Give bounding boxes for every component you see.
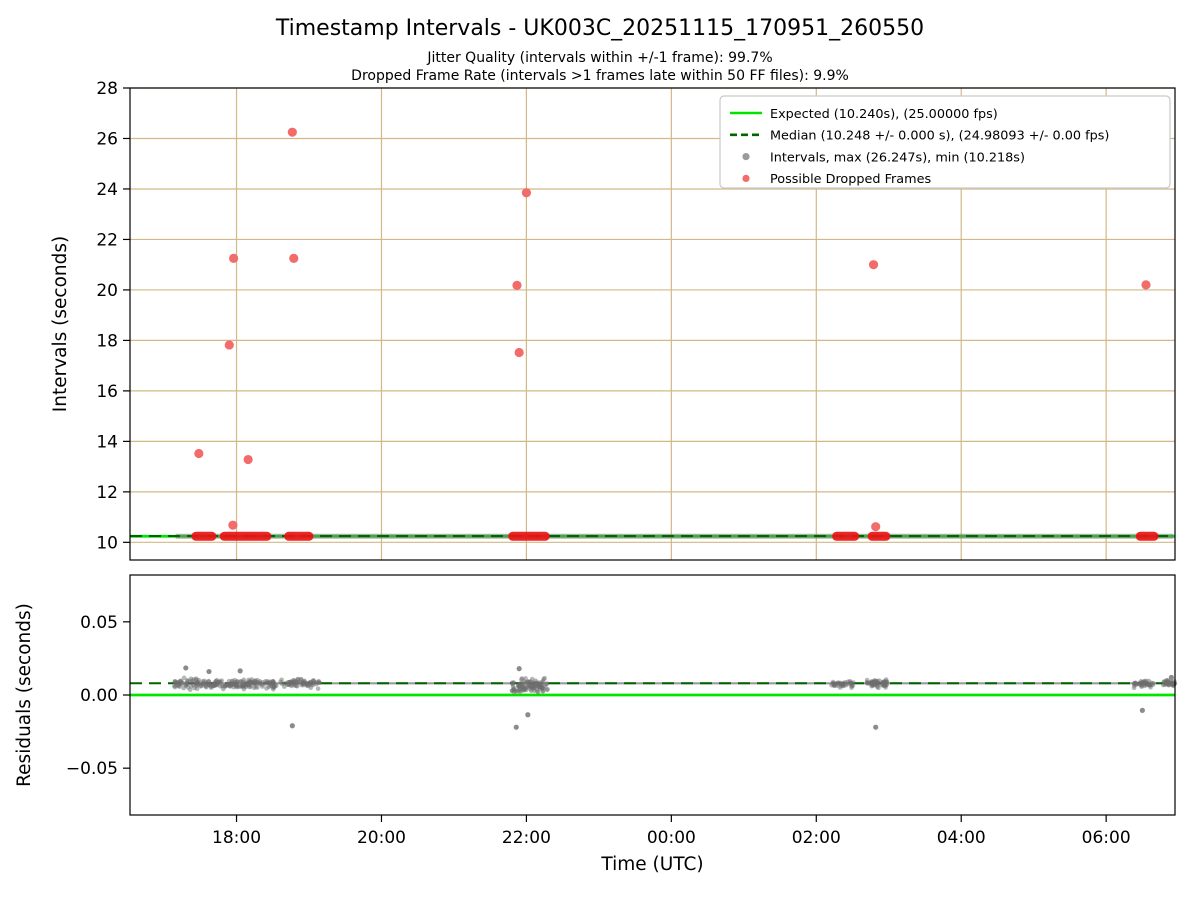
legend-dot-sample — [742, 153, 750, 161]
legend-entry-label: Intervals, max (26.247s), min (10.218s) — [770, 150, 1025, 165]
x-axis-label: Time (UTC) — [600, 854, 703, 875]
top-y-tick-label: 14 — [96, 432, 118, 452]
legend-entry-label: Possible Dropped Frames — [770, 172, 931, 187]
x-tick-label: 18:00 — [212, 828, 261, 848]
top-plot-frame — [129, 87, 1176, 561]
legend-box — [719, 95, 1171, 189]
legend-entry-label: Expected (10.240s), (25.00000 fps) — [770, 107, 998, 122]
chart-subtitle-jitter: Jitter Quality (intervals within +/-1 fr… — [427, 50, 773, 66]
top-y-tick-label: 10 — [96, 533, 118, 553]
x-tick-label: 04:00 — [937, 828, 986, 848]
legend-entry: Possible Dropped Frames — [742, 172, 931, 187]
chart-title: Timestamp Intervals - UK003C_20251115_17… — [275, 16, 925, 41]
bottom-y-tick-label: −0.05 — [66, 759, 118, 779]
dropped-frame-points — [194, 127, 1151, 532]
top-y-tick-label: 16 — [96, 382, 118, 402]
legend: Expected (10.240s), (25.00000 fps) Median… — [719, 95, 1171, 189]
top-y-tick-label: 20 — [96, 281, 118, 301]
bottom-y-tick-label: 0.00 — [80, 686, 118, 706]
legend-entry: Median (10.248 +/- 0.000 s), (24.98093 +… — [730, 129, 1109, 144]
x-tick-label: 02:00 — [792, 828, 841, 848]
legend-entry-label: Median (10.248 +/- 0.000 s), (24.98093 +… — [770, 129, 1109, 144]
top-y-axis-label: Intervals (seconds) — [50, 236, 71, 412]
chart-subtitle-dropped: Dropped Frame Rate (intervals >1 frames … — [351, 68, 849, 84]
legend-dot-sample — [742, 174, 750, 182]
y-axis-labels: Intervals (seconds) Residuals (seconds) — [14, 236, 71, 787]
residual-clusters — [171, 665, 1178, 730]
top-y-tick-label: 22 — [96, 230, 118, 250]
x-tick-label: 22:00 — [502, 828, 551, 848]
top-plot-grid — [130, 87, 1175, 560]
top-y-tick-label: 12 — [96, 483, 118, 503]
bottom-y-tick-label: 0.05 — [80, 613, 118, 633]
top-y-tick-label: 18 — [96, 331, 118, 351]
legend-entry: Expected (10.240s), (25.00000 fps) — [730, 107, 998, 122]
bottom-plot-y-axis: −0.05 0.00 0.05 — [66, 613, 130, 779]
top-plot-y-axis: 10 12 14 16 18 20 22 24 26 28 — [96, 79, 130, 553]
x-tick-label: 00:00 — [647, 828, 696, 848]
top-y-tick-label: 24 — [96, 180, 118, 200]
bottom-y-axis-label: Residuals (seconds) — [14, 603, 35, 787]
x-tick-label: 06:00 — [1082, 828, 1131, 848]
legend-entry: Intervals, max (26.247s), min (10.218s) — [742, 150, 1025, 165]
x-tick-label: 20:00 — [357, 828, 406, 848]
x-axis: 18:00 20:00 22:00 00:00 02:00 04:00 06:00 Time … — [212, 815, 1131, 875]
top-y-tick-label: 26 — [96, 129, 118, 149]
top-y-tick-label: 28 — [96, 79, 118, 99]
